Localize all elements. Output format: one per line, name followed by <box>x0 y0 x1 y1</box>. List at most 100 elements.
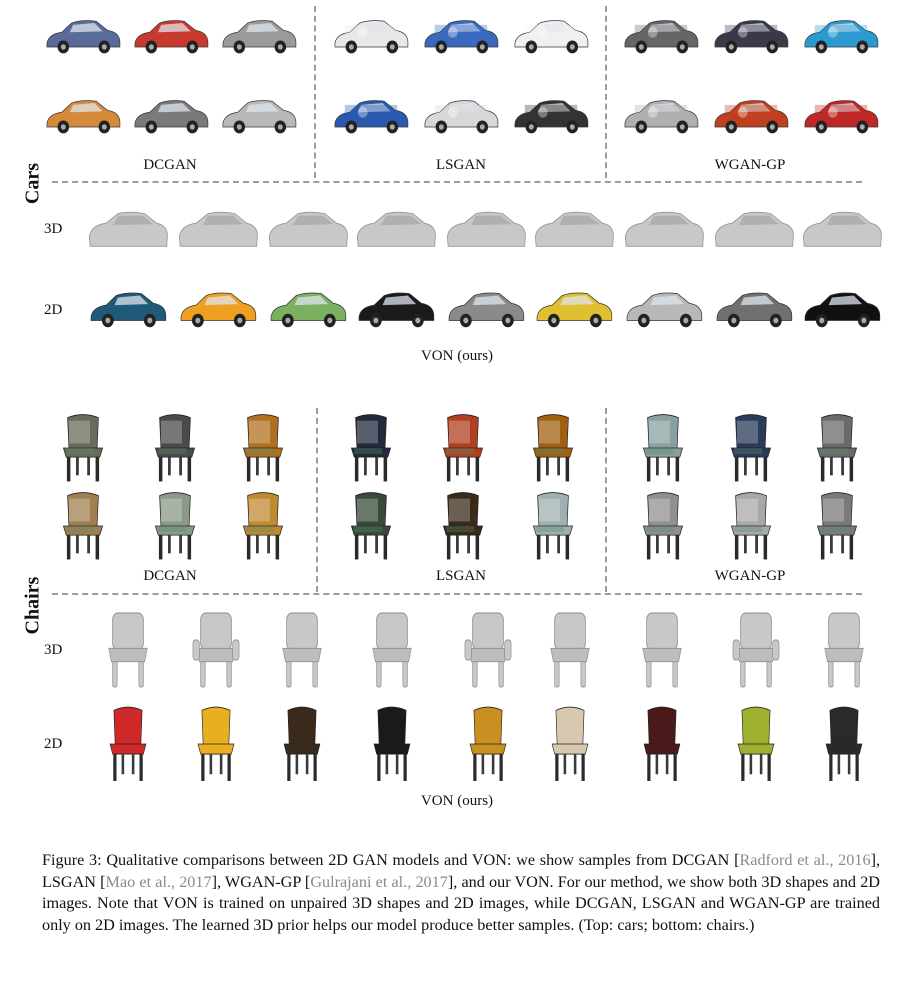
cars-model-label-wgan-gp: WGAN-GP <box>714 157 786 173</box>
caption-text-4: ], and our VON. For our method, we show … <box>42 872 880 934</box>
caption-text-3: ], WGAN-GP [ <box>211 872 311 891</box>
chair-3d-shape <box>96 608 160 692</box>
chair-gan-sample <box>518 410 588 486</box>
cars-section-label: Cars <box>21 162 44 205</box>
car-gan-sample <box>218 92 300 138</box>
car-gan-sample <box>710 12 792 58</box>
citation-gulrajani[interactable]: Gulrajani et al., 2017 <box>310 872 448 891</box>
car-2d-image <box>532 284 616 332</box>
chair-3d-shape <box>812 608 876 692</box>
figure-caption: Figure 3: Qualitative comparisons betwee… <box>42 850 880 936</box>
chair-gan-sample <box>428 410 498 486</box>
chair-gan-sample <box>140 488 210 564</box>
chair-gan-sample <box>336 488 406 564</box>
chair-3d-shape <box>724 608 788 692</box>
car-gan-sample <box>800 92 882 138</box>
chairs-model-label-lsgan: LSGAN <box>435 568 486 584</box>
car-gan-sample <box>420 92 502 138</box>
car-2d-image <box>86 284 170 332</box>
cars-divider-1 <box>314 6 316 178</box>
citation-mao[interactable]: Mao et al., 2017 <box>105 872 212 891</box>
citation-radford[interactable]: Radford et al., 2016 <box>739 851 871 869</box>
car-gan-sample <box>710 92 792 138</box>
car-3d-shape <box>622 206 706 254</box>
chairs-row-label-2d: 2D <box>44 736 63 752</box>
car-3d-shape <box>712 206 796 254</box>
cars-model-label-dcgan: DCGAN <box>143 157 197 173</box>
chair-2d-image <box>630 702 694 786</box>
car-3d-shape <box>266 206 350 254</box>
chair-gan-sample <box>48 488 118 564</box>
car-2d-image <box>266 284 350 332</box>
car-gan-sample <box>42 12 124 58</box>
car-gan-sample <box>330 12 412 58</box>
chairs-von-label: VON (ours) <box>420 793 494 809</box>
car-2d-image <box>712 284 796 332</box>
chair-gan-sample <box>228 488 298 564</box>
car-gan-sample <box>42 92 124 138</box>
car-3d-shape <box>800 206 884 254</box>
chairs-section-label: Chairs <box>21 576 44 635</box>
chair-2d-image <box>360 702 424 786</box>
car-3d-shape <box>532 206 616 254</box>
chair-3d-shape <box>270 608 334 692</box>
chairs-row-label-3d: 3D <box>44 642 63 658</box>
caption-text-2: ], LSGAN [ <box>42 851 880 891</box>
car-gan-sample <box>620 92 702 138</box>
chair-gan-sample <box>802 488 872 564</box>
cars-row-label-3d: 3D <box>44 221 63 237</box>
car-2d-image <box>354 284 438 332</box>
chair-3d-shape <box>184 608 248 692</box>
chair-2d-image <box>724 702 788 786</box>
cars-divider-2 <box>605 6 607 178</box>
chair-gan-sample <box>140 410 210 486</box>
chair-2d-image <box>456 702 520 786</box>
chairs-divider-1 <box>316 408 318 592</box>
chair-2d-image <box>538 702 602 786</box>
car-gan-sample <box>330 92 412 138</box>
car-gan-sample <box>510 92 592 138</box>
car-gan-sample <box>800 12 882 58</box>
chair-gan-sample <box>802 410 872 486</box>
car-2d-image <box>444 284 528 332</box>
chair-3d-shape <box>630 608 694 692</box>
chairs-model-label-wgan-gp: WGAN-GP <box>714 568 786 584</box>
cars-separator <box>52 181 862 183</box>
car-gan-sample <box>130 12 212 58</box>
chair-2d-image <box>812 702 876 786</box>
car-3d-shape <box>444 206 528 254</box>
chair-gan-sample <box>628 410 698 486</box>
chair-gan-sample <box>48 410 118 486</box>
cars-von-label: VON (ours) <box>420 348 494 364</box>
chair-3d-shape <box>456 608 520 692</box>
chair-gan-sample <box>228 410 298 486</box>
chair-gan-sample <box>336 410 406 486</box>
car-2d-image <box>176 284 260 332</box>
chairs-divider-2 <box>605 408 607 592</box>
chair-2d-image <box>270 702 334 786</box>
chair-3d-shape <box>538 608 602 692</box>
chair-2d-image <box>96 702 160 786</box>
car-gan-sample <box>510 12 592 58</box>
car-gan-sample <box>218 12 300 58</box>
car-gan-sample <box>420 12 502 58</box>
chair-gan-sample <box>428 488 498 564</box>
chairs-model-label-dcgan: DCGAN <box>143 568 197 584</box>
chair-gan-sample <box>716 488 786 564</box>
car-gan-sample <box>130 92 212 138</box>
chair-gan-sample <box>518 488 588 564</box>
chairs-separator <box>52 593 862 595</box>
chair-2d-image <box>184 702 248 786</box>
car-2d-image <box>800 284 884 332</box>
cars-model-label-lsgan: LSGAN <box>435 157 486 173</box>
caption-text-1: Figure 3: Qualitative comparisons betwee… <box>42 851 740 869</box>
chair-gan-sample <box>628 488 698 564</box>
chair-gan-sample <box>716 410 786 486</box>
car-3d-shape <box>176 206 260 254</box>
chair-3d-shape <box>360 608 424 692</box>
car-3d-shape <box>354 206 438 254</box>
car-2d-image <box>622 284 706 332</box>
car-gan-sample <box>620 12 702 58</box>
car-3d-shape <box>86 206 170 254</box>
cars-row-label-2d: 2D <box>44 302 63 318</box>
